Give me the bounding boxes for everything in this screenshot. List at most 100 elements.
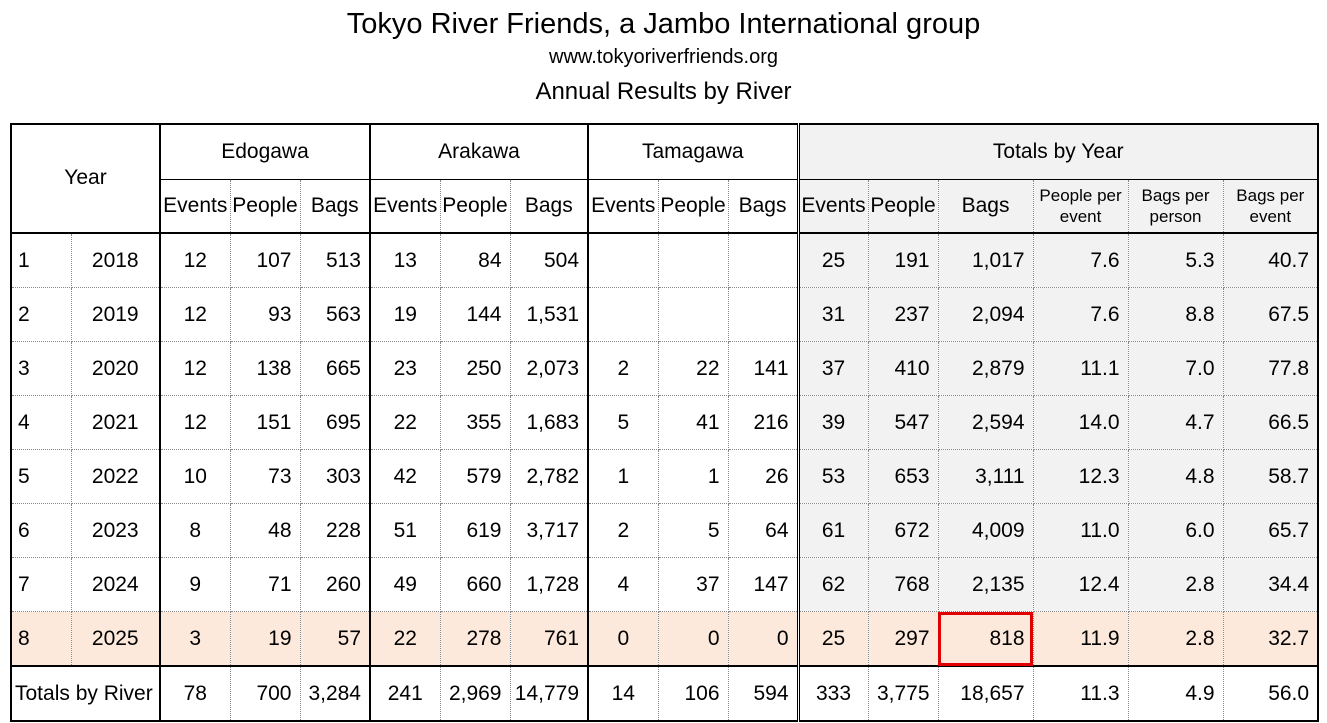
people-per-event-cell[interactable]: 12.3 <box>1033 449 1129 504</box>
arakawa-events-cell[interactable]: 13 <box>370 233 441 288</box>
total-people-cell[interactable]: 653 <box>868 449 939 504</box>
arakawa-events-cell[interactable]: 42 <box>370 449 441 504</box>
bags-per-event-cell[interactable]: 32.7 <box>1223 611 1320 667</box>
arakawa-people-cell[interactable]: 144 <box>440 287 511 342</box>
arakawa-people-cell[interactable]: 278 <box>440 611 511 667</box>
grand-bags-per-person-cell[interactable]: 4.9 <box>1128 666 1224 722</box>
bags-per-person-cell[interactable]: 2.8 <box>1128 557 1224 612</box>
bags-per-person-cell[interactable]: 5.3 <box>1128 233 1224 288</box>
rank-cell[interactable]: 7 <box>10 557 72 612</box>
total-people-cell[interactable]: 237 <box>868 287 939 342</box>
year-cell[interactable]: 2020 <box>71 341 161 396</box>
year-cell[interactable]: 2018 <box>71 233 161 288</box>
people-per-event-cell[interactable]: 14.0 <box>1033 395 1129 450</box>
total-events-cell[interactable]: 37 <box>796 341 869 396</box>
year-cell[interactable]: 2021 <box>71 395 161 450</box>
tamagawa-bags-cell[interactable] <box>728 287 800 342</box>
total-edogawa-events-cell[interactable]: 78 <box>160 666 231 722</box>
tamagawa-people-cell[interactable]: 41 <box>658 395 729 450</box>
arakawa-events-cell[interactable]: 51 <box>370 503 441 558</box>
edogawa-events-cell[interactable]: 8 <box>160 503 231 558</box>
edogawa-events-cell[interactable]: 12 <box>160 233 231 288</box>
year-cell[interactable]: 2024 <box>71 557 161 612</box>
total-events-cell[interactable]: 39 <box>796 395 869 450</box>
arakawa-events-cell[interactable]: 19 <box>370 287 441 342</box>
arakawa-people-cell[interactable]: 619 <box>440 503 511 558</box>
edogawa-people-cell[interactable]: 73 <box>230 449 301 504</box>
total-arakawa-people-cell[interactable]: 2,969 <box>440 666 511 722</box>
total-edogawa-bags-cell[interactable]: 3,284 <box>300 666 371 722</box>
people-per-event-cell[interactable]: 11.1 <box>1033 341 1129 396</box>
arakawa-events-cell[interactable]: 22 <box>370 395 441 450</box>
tamagawa-bags-cell[interactable] <box>728 233 800 288</box>
arakawa-bags-cell[interactable]: 504 <box>510 233 590 288</box>
rank-cell[interactable]: 1 <box>10 233 72 288</box>
year-cell[interactable]: 2022 <box>71 449 161 504</box>
edogawa-events-cell[interactable]: 12 <box>160 287 231 342</box>
tamagawa-people-cell[interactable]: 22 <box>658 341 729 396</box>
total-arakawa-events-cell[interactable]: 241 <box>370 666 441 722</box>
total-bags-cell[interactable]: 2,594 <box>938 395 1034 450</box>
people-per-event-cell[interactable]: 11.9 <box>1033 611 1129 667</box>
total-people-cell[interactable]: 768 <box>868 557 939 612</box>
edogawa-events-cell[interactable]: 10 <box>160 449 231 504</box>
bags-per-person-cell[interactable]: 4.7 <box>1128 395 1224 450</box>
total-bags-cell[interactable]: 2,094 <box>938 287 1034 342</box>
arakawa-people-cell[interactable]: 660 <box>440 557 511 612</box>
bags-per-person-cell[interactable]: 6.0 <box>1128 503 1224 558</box>
bags-per-person-cell[interactable]: 8.8 <box>1128 287 1224 342</box>
edogawa-bags-cell[interactable]: 260 <box>300 557 371 612</box>
arakawa-bags-cell[interactable]: 1,531 <box>510 287 590 342</box>
total-arakawa-bags-cell[interactable]: 14,779 <box>510 666 590 722</box>
tamagawa-events-cell[interactable]: 0 <box>588 611 659 667</box>
arakawa-events-cell[interactable]: 49 <box>370 557 441 612</box>
total-edogawa-people-cell[interactable]: 700 <box>230 666 301 722</box>
bags-per-event-cell[interactable]: 66.5 <box>1223 395 1320 450</box>
total-tamagawa-people-cell[interactable]: 106 <box>658 666 729 722</box>
arakawa-bags-cell[interactable]: 761 <box>510 611 590 667</box>
total-events-cell[interactable]: 61 <box>796 503 869 558</box>
total-bags-cell[interactable]: 2,135 <box>938 557 1034 612</box>
edogawa-bags-cell[interactable]: 228 <box>300 503 371 558</box>
total-tamagawa-bags-cell[interactable]: 594 <box>728 666 800 722</box>
tamagawa-bags-cell[interactable]: 64 <box>728 503 800 558</box>
rank-cell[interactable]: 3 <box>10 341 72 396</box>
arakawa-people-cell[interactable]: 355 <box>440 395 511 450</box>
arakawa-bags-cell[interactable]: 1,728 <box>510 557 590 612</box>
edogawa-people-cell[interactable]: 138 <box>230 341 301 396</box>
tamagawa-events-cell[interactable]: 5 <box>588 395 659 450</box>
total-bags-cell[interactable]: 2,879 <box>938 341 1034 396</box>
bags-per-event-cell[interactable]: 58.7 <box>1223 449 1320 504</box>
total-events-cell[interactable]: 62 <box>796 557 869 612</box>
bags-per-person-cell[interactable]: 2.8 <box>1128 611 1224 667</box>
bags-per-event-cell[interactable]: 77.8 <box>1223 341 1320 396</box>
total-tamagawa-events-cell[interactable]: 14 <box>588 666 659 722</box>
edogawa-people-cell[interactable]: 151 <box>230 395 301 450</box>
people-per-event-cell[interactable]: 12.4 <box>1033 557 1129 612</box>
total-events-cell[interactable]: 25 <box>796 611 869 667</box>
rank-cell[interactable]: 6 <box>10 503 72 558</box>
arakawa-people-cell[interactable]: 250 <box>440 341 511 396</box>
bags-per-person-cell[interactable]: 4.8 <box>1128 449 1224 504</box>
bags-per-event-cell[interactable]: 65.7 <box>1223 503 1320 558</box>
edogawa-bags-cell[interactable]: 695 <box>300 395 371 450</box>
edogawa-people-cell[interactable]: 71 <box>230 557 301 612</box>
grand-total-people-cell[interactable]: 3,775 <box>868 666 939 722</box>
arakawa-people-cell[interactable]: 84 <box>440 233 511 288</box>
edogawa-people-cell[interactable]: 107 <box>230 233 301 288</box>
edogawa-people-cell[interactable]: 48 <box>230 503 301 558</box>
arakawa-bags-cell[interactable]: 2,782 <box>510 449 590 504</box>
total-people-cell[interactable]: 191 <box>868 233 939 288</box>
total-bags-cell[interactable]: 1,017 <box>938 233 1034 288</box>
tamagawa-events-cell[interactable] <box>588 287 659 342</box>
edogawa-bags-cell[interactable]: 665 <box>300 341 371 396</box>
edogawa-events-cell[interactable]: 12 <box>160 395 231 450</box>
year-cell[interactable]: 2025 <box>71 611 161 667</box>
tamagawa-people-cell[interactable]: 0 <box>658 611 729 667</box>
total-people-cell[interactable]: 672 <box>868 503 939 558</box>
bags-per-event-cell[interactable]: 40.7 <box>1223 233 1320 288</box>
grand-people-per-event-cell[interactable]: 11.3 <box>1033 666 1129 722</box>
total-people-cell[interactable]: 547 <box>868 395 939 450</box>
arakawa-people-cell[interactable]: 579 <box>440 449 511 504</box>
total-bags-cell[interactable]: 3,111 <box>938 449 1034 504</box>
